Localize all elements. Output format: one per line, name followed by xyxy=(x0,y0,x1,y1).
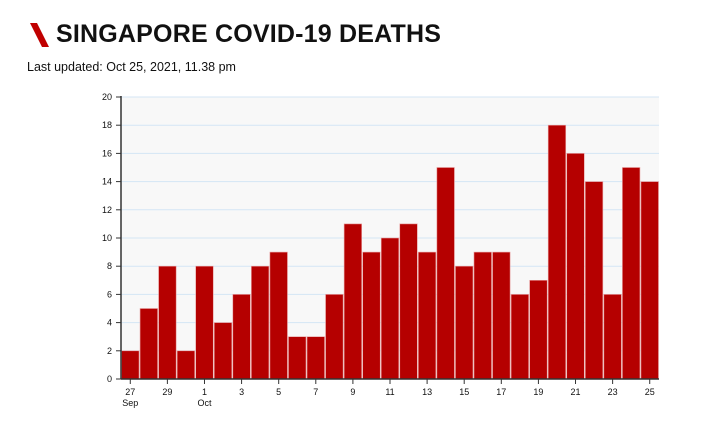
bar: Oct 5: 9 xyxy=(269,251,288,380)
bar: Oct 11: 10 xyxy=(380,237,400,380)
y-tick-label: 18 xyxy=(102,120,112,130)
x-tick-label: 19 xyxy=(533,387,543,397)
bar: Oct 12: 11 xyxy=(399,223,418,380)
x-tick-sublabel: Sep xyxy=(122,398,138,408)
bars: Sep 27: 2Sep 28: 5Sep 29: 8Sep 30: 2Oct … xyxy=(121,124,659,380)
bar: Oct 10: 9 xyxy=(362,251,381,380)
bar: Oct 9: 11 xyxy=(343,223,362,380)
bar: Oct 17: 9 xyxy=(492,251,511,380)
bar: Oct 24: 15 xyxy=(622,167,641,380)
chart-title: SINGAPORE COVID-19 DEATHS xyxy=(30,20,441,49)
y-tick-label: 6 xyxy=(107,289,112,299)
bar: Oct 15: 8 xyxy=(455,265,474,380)
bar: Oct 18: 6 xyxy=(510,294,529,380)
bar: Oct 8: 6 xyxy=(325,294,344,380)
bar: Oct 14: 15 xyxy=(436,167,455,380)
bar: Oct 7: 3 xyxy=(306,336,325,380)
x-tick-label: 15 xyxy=(459,387,469,397)
x-tick-label: 23 xyxy=(608,387,618,397)
x-tick-label: 29 xyxy=(162,387,172,397)
x-tick-label: 5 xyxy=(276,387,281,397)
x-tick-label: 9 xyxy=(350,387,355,397)
x-tick-label: 25 xyxy=(645,387,655,397)
bar: Oct 23: 6 xyxy=(603,294,622,380)
y-tick-label: 8 xyxy=(107,261,112,271)
y-tick-label: 12 xyxy=(102,205,112,215)
x-tick-label: 13 xyxy=(422,387,432,397)
bar: Oct 2: 4 xyxy=(213,322,233,380)
bar: Sep 29: 8 xyxy=(158,265,177,380)
slash-logo-icon xyxy=(30,22,49,47)
x-tick-label: 1 xyxy=(202,387,207,397)
y-tick-label: 2 xyxy=(107,346,112,356)
bar: Sep 27: 2 xyxy=(121,350,140,380)
bar: Sep 28: 5 xyxy=(139,308,158,380)
bar: Sep 30: 2 xyxy=(176,350,196,380)
y-tick-label: 10 xyxy=(102,233,112,243)
x-tick-label: 21 xyxy=(571,387,581,397)
x-tick-label: 17 xyxy=(496,387,506,397)
bar: Oct 16: 9 xyxy=(473,251,492,380)
x-tick-label: 27 xyxy=(125,387,135,397)
y-tick-label: 14 xyxy=(102,177,112,187)
x-tick-label: 11 xyxy=(385,387,394,397)
bar: Oct 25: 14 xyxy=(640,181,659,380)
bar: Oct 6: 3 xyxy=(288,336,307,380)
bar: Oct 4: 8 xyxy=(251,265,270,380)
y-tick-label: 20 xyxy=(102,92,112,102)
x-tick-label: 3 xyxy=(239,387,244,397)
bar: Oct 3: 6 xyxy=(232,294,251,380)
x-tick-label: 7 xyxy=(313,387,318,397)
y-tick-label: 0 xyxy=(107,374,112,384)
y-tick-label: 16 xyxy=(102,148,112,158)
y-tick-label: 4 xyxy=(107,318,112,328)
bar: Oct 21: 16 xyxy=(566,153,585,380)
bar: Oct 13: 9 xyxy=(418,251,437,380)
bar: Oct 1: 8 xyxy=(195,265,214,380)
last-updated: Last updated: Oct 25, 2021, 11.38 pm xyxy=(27,60,236,74)
x-tick-sublabel: Oct xyxy=(197,398,212,408)
bar: Oct 20: 18 xyxy=(547,124,567,380)
bar: Oct 22: 14 xyxy=(584,181,604,380)
bar: Oct 19: 7 xyxy=(529,279,548,380)
title-text: SINGAPORE COVID-19 DEATHS xyxy=(56,20,442,48)
y-axis: 0 2 4 6 8 10 12 14 16 18 20 xyxy=(102,92,122,384)
